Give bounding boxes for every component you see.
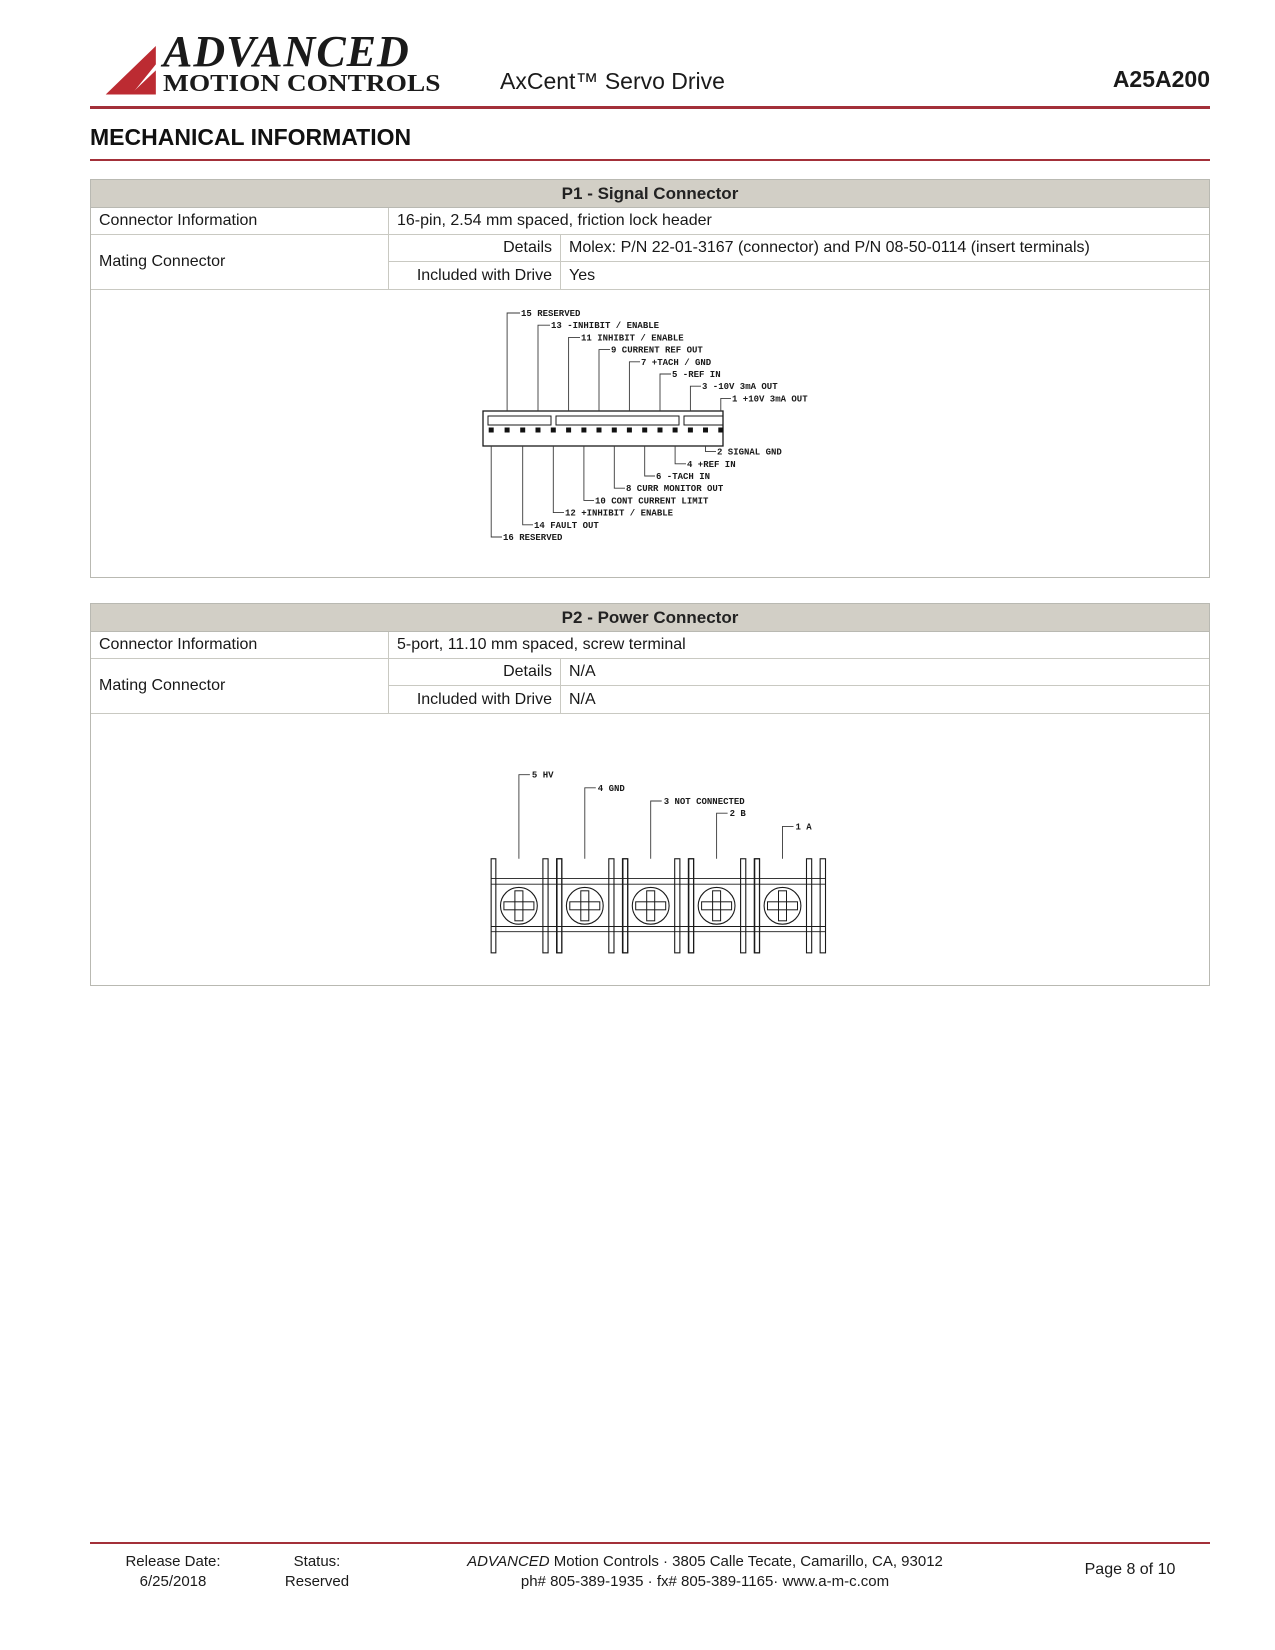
svg-text:5 HV: 5 HV — [532, 771, 554, 781]
svg-text:7 +TACH / GND: 7 +TACH / GND — [641, 358, 712, 368]
svg-text:9 CURRENT REF OUT: 9 CURRENT REF OUT — [611, 346, 703, 356]
svg-text:10 CONT CURRENT LIMIT: 10 CONT CURRENT LIMIT — [595, 496, 709, 506]
svg-text:2 SIGNAL GND: 2 SIGNAL GND — [717, 448, 782, 458]
svg-text:14 FAULT OUT: 14 FAULT OUT — [534, 521, 599, 531]
svg-text:11 INHIBIT / ENABLE: 11 INHIBIT / ENABLE — [581, 333, 684, 343]
svg-text:2 B: 2 B — [730, 809, 747, 819]
svg-text:8 CURR MONITOR OUT: 8 CURR MONITOR OUT — [626, 484, 724, 494]
svg-text:1 +10V 3mA OUT: 1 +10V 3mA OUT — [732, 394, 808, 404]
svg-text:3 -10V 3mA OUT: 3 -10V 3mA OUT — [702, 382, 778, 392]
svg-text:3 NOT CONNECTED: 3 NOT CONNECTED — [664, 797, 746, 807]
svg-text:13 -INHIBIT / ENABLE: 13 -INHIBIT / ENABLE — [551, 321, 660, 331]
svg-text:5 -REF IN: 5 -REF IN — [672, 370, 721, 380]
svg-text:4 GND: 4 GND — [598, 784, 626, 794]
svg-text:15 RESERVED: 15 RESERVED — [521, 309, 581, 319]
svg-text:12 +INHIBIT / ENABLE: 12 +INHIBIT / ENABLE — [565, 509, 674, 519]
svg-text:6 -TACH IN: 6 -TACH IN — [656, 472, 710, 482]
svg-text:1 A: 1 A — [796, 822, 813, 832]
svg-text:4 +REF IN: 4 +REF IN — [687, 460, 736, 470]
svg-text:16 RESERVED: 16 RESERVED — [503, 533, 563, 543]
